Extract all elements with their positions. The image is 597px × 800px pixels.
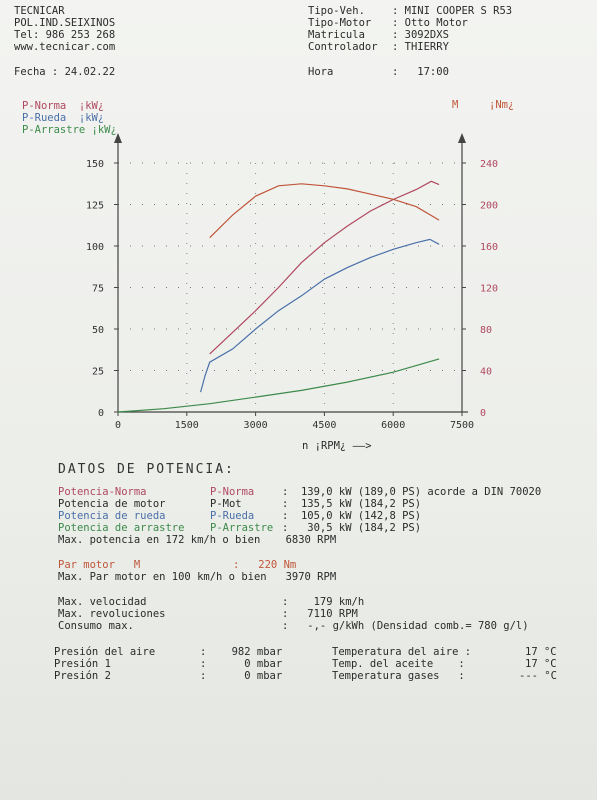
y-axis-right-arrow [458, 133, 466, 143]
summary-title: DATOS DE POTENCIA: [58, 462, 235, 477]
x-tick-label: 7500 [450, 420, 474, 431]
series-line-p-arrastre [117, 358, 440, 413]
p2-value: : 0 mbar [200, 670, 283, 682]
gas-temp-value: --- °C [519, 670, 557, 682]
company-address: POL.IND.SEIXINOS [14, 17, 116, 29]
y-left-tick-label: 125 [86, 201, 104, 212]
company-website: www.tecnicar.com [14, 41, 116, 53]
max-rev-value: : 7110 RPM [282, 608, 358, 620]
gas-temp-label: Temperatura gases : [332, 670, 465, 682]
legend-rueda: P-Rueda ¡kW¿ [22, 112, 105, 124]
legend-torque-unit: ¡Nm¿ [489, 99, 515, 111]
controller-value: : THIERRY [392, 41, 449, 53]
controller-label: Controlador [308, 41, 378, 53]
plate-value: : 3092DXS [392, 29, 449, 41]
max-torque: Max. Par motor en 100 km/h o bien 3970 R… [58, 571, 337, 583]
max-speed-label: Max. velocidad [58, 596, 147, 608]
x-tick-label: 6000 [381, 420, 405, 431]
series-line-p-norma [209, 180, 440, 355]
row-rueda-tag: P-Rueda [210, 510, 255, 522]
time-value: : 17:00 [392, 66, 449, 78]
vehicle-value: : MINI COOPER S R53 [392, 5, 513, 17]
row-norma-value: : 139,0 kW (189,0 PS) acorde a DIN 70020 [282, 486, 542, 498]
row-norma-label: Potencia-Norma [58, 486, 147, 498]
row-arrastre-label: Potencia de arrastre [58, 522, 185, 534]
y-axis-left-arrow [114, 133, 122, 143]
max-speed-value: : 179 km/h [282, 596, 365, 608]
y-left-tick-label: 100 [86, 242, 104, 253]
company-name: TECNICAR [14, 5, 65, 17]
y-left-tick-label: 50 [92, 325, 104, 336]
plate-label: Matricula [308, 29, 365, 41]
y-right-tick-label: 160 [480, 242, 498, 253]
p2-label: Presión 2 [54, 670, 111, 682]
time-label: Hora [308, 66, 334, 78]
row-arrastre-value: : 30,5 kW (184,2 PS) [282, 522, 422, 534]
y-right-tick-label: 40 [480, 367, 492, 378]
legend-norma: P-Norma ¡kW¿ [22, 100, 105, 112]
consumption-label: Consumo max. [58, 620, 134, 632]
row-rueda-value: : 105,0 kW (142,8 PS) [282, 510, 422, 522]
y-left-tick-label: 150 [86, 159, 104, 170]
legend-torque-m: M [452, 99, 459, 111]
y-right-tick-label: 80 [480, 325, 492, 336]
y-right-tick-label: 0 [480, 408, 486, 419]
p1-label: Presión 1 [54, 658, 111, 670]
series-line-p-rueda [200, 238, 440, 393]
y-right-tick-label: 200 [480, 201, 498, 212]
row-rueda-label: Potencia de rueda [58, 510, 166, 522]
max-rev-label: Max. revoluciones [58, 608, 166, 620]
p1-value: : 0 mbar [200, 658, 283, 670]
y-left-tick-label: 0 [98, 408, 104, 419]
x-tick-label: 1500 [175, 420, 199, 431]
series-line-m [209, 183, 440, 239]
oil-temp-label: Temp. del aceite : [332, 658, 465, 670]
y-left-tick-label: 25 [92, 367, 104, 378]
row-motor-value: : 135,5 kW (184,2 PS) [282, 498, 422, 510]
air-pressure-label: Presión del aire [54, 646, 156, 658]
air-temp-label: Temperatura del aire : [332, 646, 472, 658]
x-tick-label: 0 [115, 420, 121, 431]
consumption-value: : -,- g/kWh (Densidad comb.= 780 g/l) [282, 620, 529, 632]
torque-label: Par motor M [58, 559, 141, 571]
engine-value: : Otto Motor [392, 17, 468, 29]
legend-arrastre: P-Arrastre ¡kW¿ [22, 124, 117, 136]
row-norma-tag: P-Norma [210, 486, 255, 498]
company-phone: Tel: 986 253 268 [14, 29, 116, 41]
row-motor-tag: P-Mot [210, 498, 242, 510]
engine-label: Tipo-Motor [308, 17, 372, 29]
row-arrastre-tag: P-Arrastre [210, 522, 274, 534]
y-right-tick-label: 240 [480, 159, 498, 170]
oil-temp-value: 17 °C [525, 658, 557, 670]
report-date: Fecha : 24.02.22 [14, 66, 116, 78]
x-axis-label: n ¡RPM¿ ——> [302, 440, 372, 452]
max-power: Max. potencia en 172 km/h o bien 6830 RP… [58, 534, 337, 546]
torque-value: : 220 Nm [233, 559, 297, 571]
y-right-tick-label: 120 [480, 284, 498, 295]
x-tick-label: 4500 [312, 420, 336, 431]
air-temp-value: 17 °C [525, 646, 557, 658]
x-tick-label: 3000 [244, 420, 268, 431]
y-left-tick-label: 75 [92, 284, 104, 295]
vehicle-label: Tipo-Veh. [308, 5, 365, 17]
row-motor-label: Potencia de motor [58, 498, 166, 510]
air-pressure-value: : 982 mbar [200, 646, 283, 658]
